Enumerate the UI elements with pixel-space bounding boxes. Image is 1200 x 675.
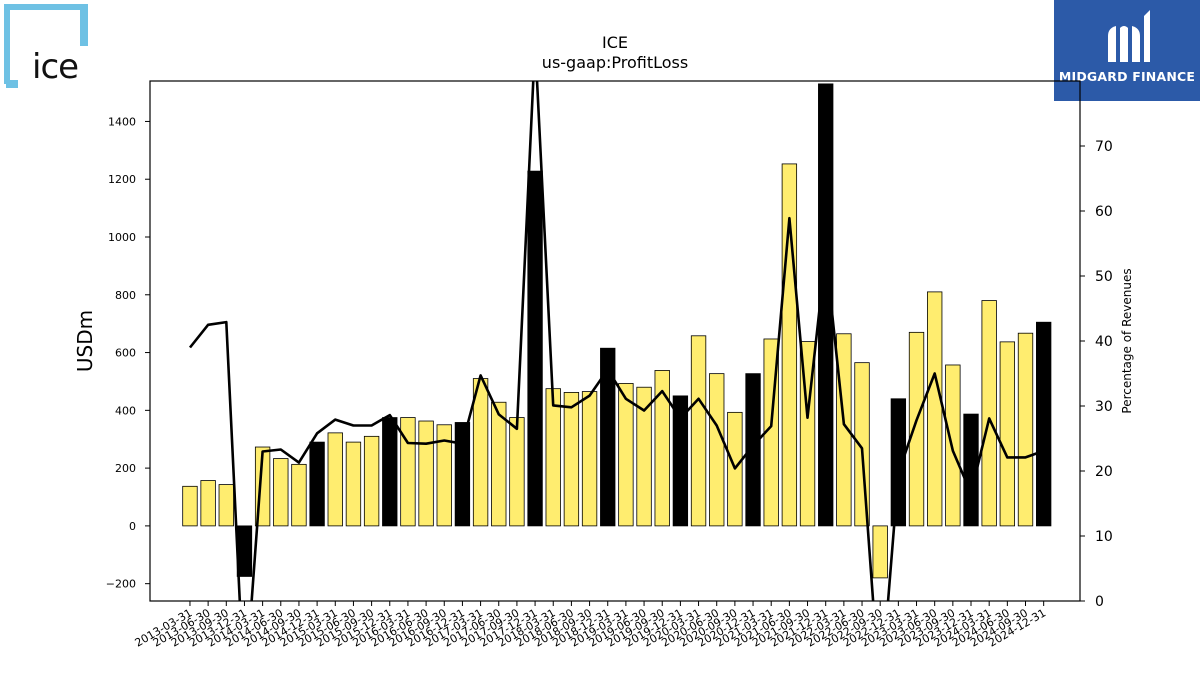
bar-2016-03-31 [400,417,416,527]
bar-2015-06-30 [345,441,362,527]
y-axis-label: USDm [73,310,97,372]
bar-2019-03-31 [618,383,634,527]
midgard-finance-logo: MIDGARD FINANCE [1054,0,1200,101]
bar-2015-03-31 [327,432,343,527]
ice-logo-bracket-icon [2,2,88,88]
bar-series [182,83,1052,579]
bar-2014-06-30 [273,458,289,527]
bar-2022-12-31 [890,398,907,527]
bar-2024-06-30 [999,341,1016,527]
y-tick-label: 400 [115,404,136,417]
bar-2018-03-31 [545,388,561,527]
bar-2019-06-30 [636,386,652,527]
ice-logo: ice [2,2,88,88]
bar-2024-03-31 [981,300,997,527]
bar-2014-09-30 [291,463,307,527]
bar-2017-09-30 [509,417,525,527]
bar-2016-12-31 [454,422,471,527]
y-tick-label: 200 [115,462,136,475]
y2-tick-label: 40 [1095,334,1113,350]
bar-2018-09-30 [581,391,598,527]
chart-title: ICE [602,33,628,52]
y2-tick-label: 60 [1095,204,1113,220]
bar-2013-06-30 [200,480,216,527]
bar-2019-12-31 [672,395,689,527]
bar-2023-03-31 [908,331,925,527]
bar-2016-09-30 [436,424,452,527]
bar-2020-12-31 [745,373,761,527]
bar-2013-03-31 [182,485,198,527]
y2-tick-label: 50 [1095,269,1113,285]
y2-tick-label: 30 [1095,399,1113,415]
bar-2020-03-31 [690,335,707,527]
y2-tick-label: 70 [1095,139,1113,155]
y-tick-label: 600 [115,347,136,360]
bar-2018-12-31 [600,347,616,527]
bar-2017-03-31 [472,378,489,527]
y-tick-label: 1200 [108,173,136,186]
y-tick-label: 800 [115,289,136,302]
bar-2021-12-31 [818,83,834,527]
ratio-line-series [188,81,1045,601]
y-tick-label: 0 [129,520,136,533]
y-tick-label: −200 [106,578,136,591]
bar-2013-09-30 [218,484,234,527]
chart-subtitle: us-gaap:ProfitLoss [542,53,688,72]
chart-axes: −200 0 200 400 600 800 1000 1200 1400 0 10 20 30 40 50… [106,80,1113,650]
bar-2024-12-31 [1036,321,1052,527]
y-tick-label: 1000 [108,231,136,244]
midgard-finance-mark-icon [1108,10,1150,62]
y2-tick-label: 20 [1095,464,1113,480]
bar-2017-06-30 [491,401,507,527]
bar-2020-06-30 [709,373,725,527]
ice-logo-wordmark: ice [32,47,79,87]
bar-2014-12-31 [309,441,325,527]
bar-2023-12-31 [963,413,979,527]
bar-2024-09-30 [1017,332,1034,527]
bar-2015-09-30 [363,435,380,527]
y2-axis-label: Percentage of Revenues [1120,268,1134,413]
bar-2016-06-30 [418,420,434,527]
y2-tick-label: 0 [1095,594,1104,610]
ratio-line [188,81,1045,601]
bar-2019-09-30 [654,370,670,527]
bar-2017-12-31 [527,170,543,527]
bar-2023-06-30 [927,291,943,527]
bar-2018-06-30 [563,392,580,527]
bar-2015-12-31 [382,417,398,527]
y-tick-label: 1400 [108,115,136,128]
bar-2022-09-30 [872,525,888,579]
y2-tick-label: 10 [1095,529,1113,545]
midgard-finance-brand-text: MIDGARD FINANCE [1058,69,1196,84]
